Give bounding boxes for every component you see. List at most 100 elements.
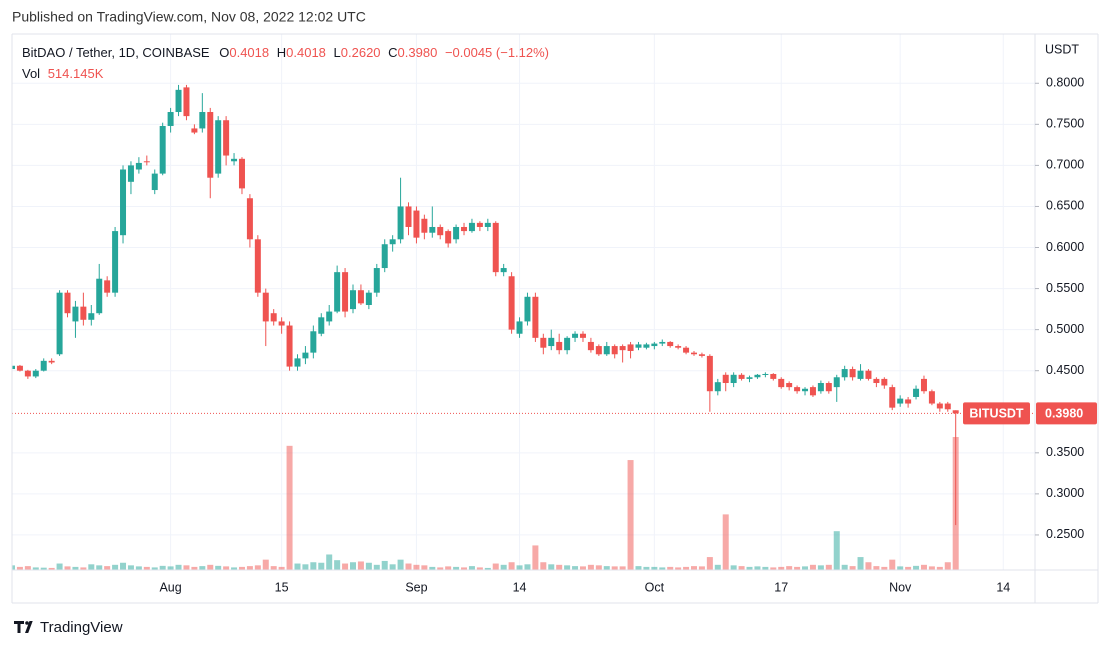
volume-bar [270, 566, 277, 570]
volume-bar [508, 562, 515, 570]
volume-bar [635, 566, 642, 570]
volume-bar [540, 562, 547, 570]
candle-body [595, 346, 602, 355]
candle-body [579, 333, 586, 338]
volume-bar [556, 564, 563, 570]
candle-body [873, 378, 880, 384]
legend-value: 0.4018 [229, 45, 269, 60]
volume-bar [32, 567, 39, 570]
volume-bar [246, 566, 253, 570]
volume-bar [104, 566, 111, 570]
candle-body [603, 346, 610, 355]
price-tag-bg [1036, 402, 1097, 425]
volume-bar [429, 566, 436, 570]
volume-bar [294, 563, 301, 570]
volume-bar [373, 564, 380, 570]
volume-bar [421, 565, 428, 570]
candle-body [762, 373, 769, 375]
candle-body [611, 346, 618, 355]
candle-body [445, 231, 452, 244]
volume-bar [167, 566, 174, 570]
y-tick-label: 0.6000 [1046, 240, 1084, 254]
candle-body [468, 222, 475, 232]
volume-bar [809, 564, 816, 570]
volume-title: Vol [22, 66, 40, 81]
legend-key: L [334, 45, 341, 60]
candle-body [80, 306, 87, 320]
volume-bar [857, 557, 864, 570]
volume-bar [936, 566, 943, 570]
volume-bar [611, 566, 618, 570]
volume-bar [365, 562, 372, 570]
volume-bar [643, 566, 650, 570]
volume-bar [254, 565, 261, 570]
volume-bar [484, 567, 491, 570]
x-tick-label: Oct [645, 580, 665, 594]
volume-bar [183, 565, 190, 570]
candle-body [794, 387, 801, 392]
candle-body [936, 403, 943, 409]
volume-bar [357, 561, 364, 570]
candle-body [841, 369, 848, 378]
volume-bar [825, 564, 832, 570]
candle-body [643, 344, 650, 348]
y-tick-label: 0.4500 [1046, 363, 1084, 377]
candle-body [405, 206, 412, 227]
volume-bar [437, 567, 444, 570]
candle-body [48, 360, 55, 363]
candle-body [167, 112, 174, 126]
candle-body [318, 317, 325, 334]
volume-bar [889, 559, 896, 570]
volume-bar [532, 545, 539, 570]
candle-body [730, 374, 737, 384]
candle-body [238, 158, 245, 189]
candle-body [342, 272, 349, 312]
candle-body [127, 165, 134, 182]
candle-body [865, 370, 872, 379]
volume-bar [127, 565, 134, 570]
volume-bar [40, 567, 47, 570]
y-tick-label: 0.2500 [1046, 527, 1084, 541]
candle-body [754, 374, 761, 378]
candle-body [905, 399, 912, 404]
candle-body [120, 169, 127, 236]
volume-bar [627, 460, 634, 570]
volume-bar [802, 566, 809, 570]
candle-body [786, 383, 793, 388]
candle-body [112, 231, 119, 293]
volume-bar [215, 565, 222, 570]
volume-bar [48, 567, 55, 570]
legend-value: 0.2620 [341, 45, 381, 60]
volume-bar [920, 564, 927, 570]
volume-bar [516, 565, 523, 570]
volume-bar [564, 565, 571, 570]
price-tag: 0.3980 [1045, 407, 1083, 421]
candle-body [270, 313, 277, 322]
candle-body [254, 239, 261, 293]
candle-body [683, 347, 690, 353]
volume-bar [500, 564, 507, 570]
x-tick-label: Nov [889, 580, 912, 594]
volume-bar [587, 564, 594, 570]
candle-body [373, 268, 380, 293]
volume-bar [12, 565, 15, 570]
candle-body [857, 370, 864, 379]
volume-bar [16, 566, 23, 570]
volume-bar [683, 566, 690, 570]
volume-bar [72, 566, 79, 570]
candle-body [381, 244, 388, 269]
legend-value: 0.3980 [398, 45, 438, 60]
volume-bar [754, 566, 761, 570]
candle-body [96, 278, 103, 314]
volume-bar [262, 559, 269, 570]
volume-bar [865, 562, 872, 570]
candle-body [88, 313, 95, 320]
candle-body [746, 377, 753, 379]
candle-body [952, 410, 959, 414]
candle-body [817, 383, 824, 392]
candle-body [714, 382, 721, 392]
volume-bar [151, 567, 158, 570]
legend-key: C [388, 45, 397, 60]
candle-body [667, 341, 674, 347]
